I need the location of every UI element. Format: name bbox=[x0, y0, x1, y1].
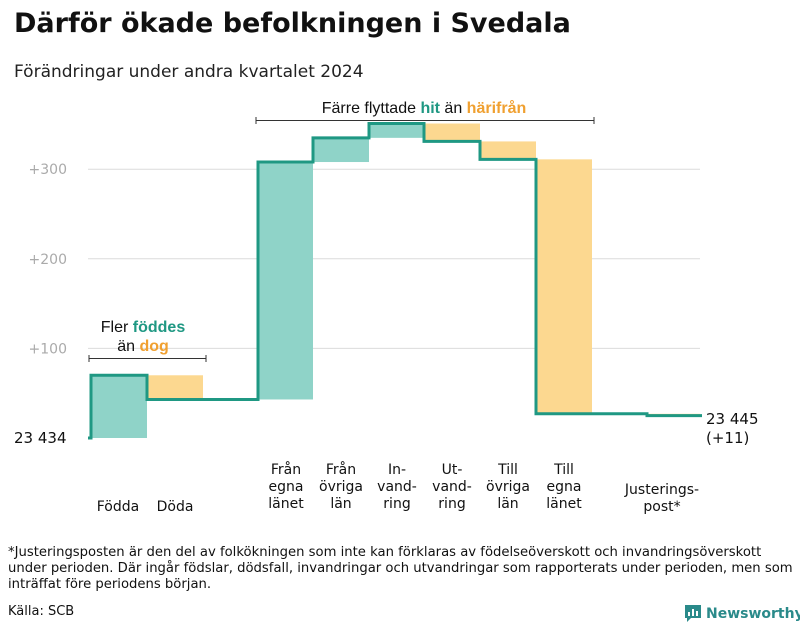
category-label-line: Ut- bbox=[442, 462, 463, 478]
annotation-bracket bbox=[255, 117, 595, 124]
category-label-line: Till bbox=[497, 462, 518, 478]
bar bbox=[313, 137, 369, 163]
chart-title: Därför ökade befolkningen i Svedala bbox=[14, 8, 571, 39]
category-label: Döda bbox=[157, 499, 194, 515]
category-label-line: ring bbox=[438, 496, 465, 512]
footnote: *Justeringsposten är den del av folkökni… bbox=[8, 545, 793, 592]
category-label-line: In- bbox=[388, 462, 406, 478]
category-label-line: länet bbox=[268, 496, 304, 512]
y-tick-label: +200 bbox=[29, 252, 67, 268]
cumulative-line bbox=[88, 122, 702, 440]
annotation-births-line2: än dog bbox=[117, 338, 169, 355]
newsworthy-logo-icon bbox=[685, 605, 701, 622]
category-label: Till övriga län bbox=[486, 462, 530, 512]
category-label: Födda bbox=[97, 499, 139, 515]
brand: Newsworthy bbox=[685, 603, 800, 625]
annotation-accent: föddes bbox=[133, 319, 186, 336]
category-label-line: vand- bbox=[377, 479, 417, 495]
annotation-accent: härifrån bbox=[467, 99, 527, 117]
category-label-line: vand- bbox=[432, 479, 472, 495]
category-label-line: län bbox=[330, 496, 351, 512]
annotation-bracket bbox=[88, 355, 207, 362]
bar bbox=[91, 375, 147, 438]
annotation-text: än bbox=[117, 338, 139, 355]
category-label-line: Till bbox=[553, 462, 574, 478]
category-label: Ut-vand-ring bbox=[432, 462, 472, 512]
annotation-text: Färre flyttade bbox=[322, 100, 421, 117]
bar bbox=[147, 375, 203, 400]
end-value-label: 23 445 bbox=[706, 410, 759, 428]
bar bbox=[369, 123, 424, 138]
category-label-line: egna bbox=[547, 479, 582, 495]
brand-name: Newsworthy bbox=[706, 606, 800, 622]
start-value-label: 23 434 bbox=[14, 429, 67, 447]
category-label-line: Döda bbox=[157, 499, 194, 515]
annotation-accent: dog bbox=[139, 338, 168, 355]
chart-subtitle: Förändringar under andra kvartalet 2024 bbox=[14, 62, 364, 82]
category-label: Från egna länet bbox=[268, 461, 304, 512]
bar bbox=[480, 141, 536, 160]
category-label-line: Justerings- bbox=[624, 482, 699, 498]
category-label-line: Födda bbox=[97, 499, 139, 515]
annotation-text: Fler bbox=[101, 319, 133, 336]
bar bbox=[536, 159, 592, 414]
category-label-line: Från bbox=[326, 461, 356, 478]
annotation-text: än bbox=[440, 100, 467, 117]
annotation-births: Fler föddes bbox=[101, 319, 186, 336]
category-label: Från övriga län bbox=[319, 461, 363, 512]
annotation-accent: hit bbox=[420, 100, 440, 117]
y-tick-label: +100 bbox=[29, 341, 67, 357]
source-label: Källa: SCB bbox=[8, 604, 75, 619]
category-label-line: länet bbox=[546, 496, 582, 512]
category-label-line: Från bbox=[271, 461, 301, 478]
y-tick-label: +300 bbox=[29, 162, 67, 178]
bar bbox=[424, 123, 480, 142]
category-label-line: övriga bbox=[319, 479, 363, 495]
category-label-line: ring bbox=[383, 496, 410, 512]
category-label-line: övriga bbox=[486, 479, 530, 495]
category-label: In-vand-ring bbox=[377, 462, 417, 512]
category-label-line: län bbox=[497, 496, 518, 512]
annotation-migration: Färre flyttade hit än härifrån bbox=[322, 99, 527, 117]
category-label-line: post* bbox=[643, 499, 680, 515]
bar bbox=[258, 162, 313, 400]
category-label: Till egna länet bbox=[546, 462, 582, 512]
category-label: Justerings-post* bbox=[624, 482, 699, 515]
end-change-label: (+11) bbox=[706, 429, 749, 447]
category-label-line: egna bbox=[269, 479, 304, 495]
